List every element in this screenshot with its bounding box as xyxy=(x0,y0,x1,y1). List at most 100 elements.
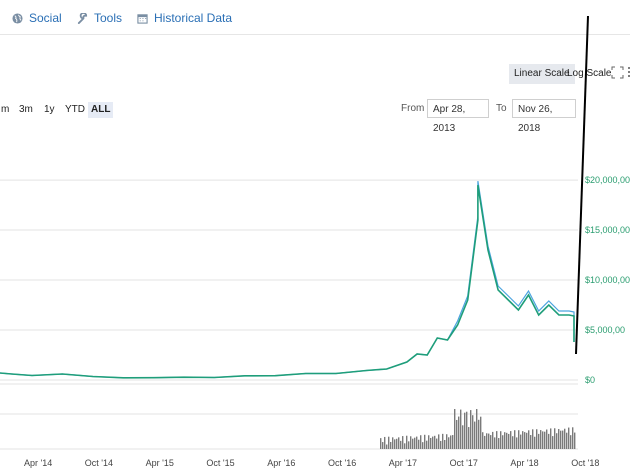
volume-bar xyxy=(422,442,424,449)
volume-bar xyxy=(452,435,454,449)
volume-bar xyxy=(468,427,470,449)
volume-bar xyxy=(552,436,554,449)
volume-bar xyxy=(502,435,504,449)
volume-bar xyxy=(530,435,532,449)
volume-bar xyxy=(540,430,542,449)
volume-bar xyxy=(410,436,412,449)
fullscreen-icon[interactable] xyxy=(611,66,624,79)
volume-bar xyxy=(446,434,448,449)
volume-bar xyxy=(556,433,558,449)
volume-bar xyxy=(560,430,562,449)
volume-bar xyxy=(438,434,440,449)
x-tick-label: Apr '18 xyxy=(510,458,538,468)
volume-bar xyxy=(404,443,406,449)
volume-bar xyxy=(390,441,392,449)
range-button-1y[interactable]: 1y xyxy=(44,104,55,115)
volume-bar xyxy=(444,440,446,449)
volume-bar xyxy=(504,432,506,449)
volume-bar xyxy=(408,441,410,449)
price-line xyxy=(0,184,575,379)
volume-bar xyxy=(440,440,442,449)
volume-bar xyxy=(558,429,560,449)
volume-bar xyxy=(516,437,518,449)
globe-icon xyxy=(12,12,23,24)
tab-tools-label: Tools xyxy=(94,11,123,25)
volume-bar xyxy=(554,428,556,449)
volume-bar xyxy=(466,411,468,449)
volume-bar xyxy=(426,440,428,449)
range-button-3m[interactable]: 3m xyxy=(19,104,33,115)
y-tick-label: $15,000,00 xyxy=(585,225,630,235)
volume-bar xyxy=(496,431,498,449)
range-button-all[interactable]: ALL xyxy=(88,102,114,118)
tab-historical-data[interactable]: Historical Data xyxy=(137,9,232,27)
volume-bar xyxy=(418,439,420,449)
volume-bar xyxy=(538,433,540,449)
calendar-icon xyxy=(137,13,148,24)
x-tick-label: Apr '17 xyxy=(389,458,417,468)
y-tick-label: $5,000,00 xyxy=(585,325,625,335)
volume-bar xyxy=(386,444,388,449)
tab-social[interactable]: Social xyxy=(12,9,62,27)
volume-bar xyxy=(458,416,460,449)
volume-bar xyxy=(528,430,530,449)
volume-bar xyxy=(448,437,450,449)
to-date-input[interactable]: Nov 26, 2018 xyxy=(512,99,576,134)
volume-bar xyxy=(406,435,408,449)
y-tick-label: $10,000,00 xyxy=(585,275,630,285)
volume-bar xyxy=(416,436,418,449)
volume-bar xyxy=(500,431,502,449)
range-button-m[interactable]: m xyxy=(1,104,10,115)
volume-bar xyxy=(388,436,390,449)
volume-bar xyxy=(380,438,382,449)
linear-scale-button[interactable]: Linear Scale xyxy=(509,64,575,84)
volume-bar xyxy=(532,429,534,449)
volume-bar xyxy=(520,434,522,449)
volume-bar xyxy=(434,435,436,449)
volume-bar xyxy=(476,409,478,449)
volume-bar xyxy=(546,429,548,449)
volume-bar xyxy=(484,435,486,449)
volume-bar xyxy=(566,432,568,449)
volume-bar xyxy=(498,438,500,449)
tab-tools[interactable]: Tools xyxy=(77,9,122,27)
volume-bar xyxy=(428,435,430,449)
volume-bar xyxy=(524,432,526,449)
volume-bar xyxy=(430,437,432,449)
x-tick-label: Oct '14 xyxy=(85,458,113,468)
volume-bar xyxy=(550,428,552,449)
volume-bar xyxy=(424,434,426,449)
range-button-ytd[interactable]: YTD xyxy=(65,104,85,115)
volume-bar xyxy=(382,442,384,449)
volume-bar xyxy=(508,433,510,449)
volume-bar xyxy=(414,437,416,449)
volume-bar xyxy=(464,412,466,449)
volume-bar xyxy=(482,432,484,449)
price-line-secondary xyxy=(0,181,575,379)
from-label: From xyxy=(401,103,425,114)
volume-bar xyxy=(412,438,414,449)
to-label: To xyxy=(496,103,507,114)
volume-bar xyxy=(488,433,490,449)
volume-bar xyxy=(442,433,444,449)
from-date-input[interactable]: Apr 28, 2013 xyxy=(427,99,489,134)
log-scale-button[interactable]: Log Scale xyxy=(567,68,612,79)
volume-bar xyxy=(384,436,386,449)
volume-bar xyxy=(420,435,422,449)
x-tick-label: Oct '18 xyxy=(571,458,599,468)
volume-bar xyxy=(478,419,480,449)
volume-bar xyxy=(536,429,538,449)
volume-bar xyxy=(568,427,570,449)
volume-bar xyxy=(398,437,400,449)
volume-bar xyxy=(564,428,566,449)
volume-bar xyxy=(574,432,576,449)
x-tick-label: Oct '16 xyxy=(328,458,356,468)
annotation-line xyxy=(575,15,589,355)
volume-bar xyxy=(456,419,458,449)
volume-bar xyxy=(394,439,396,449)
volume-bar xyxy=(460,409,462,449)
volume-bar xyxy=(472,415,474,449)
volume-bar xyxy=(480,416,482,449)
volume-bar xyxy=(470,410,472,449)
